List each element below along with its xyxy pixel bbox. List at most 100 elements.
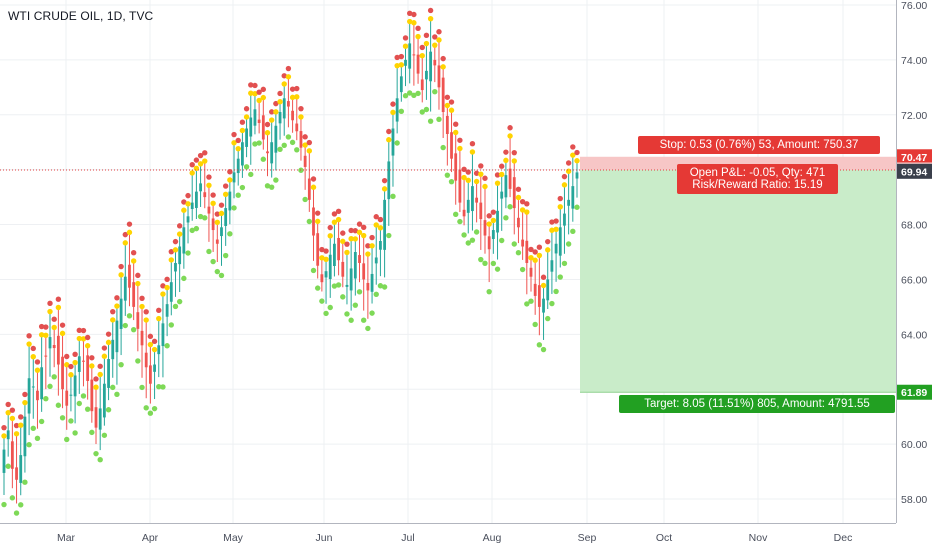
- dot-yellow: [352, 236, 359, 242]
- dot-red: [436, 29, 442, 35]
- dot-yellow: [511, 158, 517, 164]
- candle: [128, 264, 131, 288]
- candle: [303, 155, 307, 167]
- dot-green: [565, 241, 572, 247]
- dot-yellow: [197, 161, 204, 167]
- dot-green: [557, 274, 563, 280]
- candle: [228, 191, 232, 211]
- dot-red: [394, 54, 400, 61]
- dot-green: [72, 430, 78, 436]
- dot-red: [415, 25, 421, 32]
- dot-red: [38, 323, 45, 330]
- dot-yellow: [444, 102, 451, 109]
- candle: [220, 227, 223, 237]
- dot-yellow: [110, 317, 116, 323]
- dot-yellow: [536, 252, 543, 259]
- dot-red: [110, 308, 116, 315]
- candle: [399, 76, 403, 93]
- dot-yellow: [356, 229, 363, 236]
- dot-green: [532, 321, 538, 328]
- dot-red: [93, 376, 99, 382]
- dot-green: [553, 288, 559, 295]
- dot-green: [570, 228, 576, 235]
- y-tick-label: 76.00: [901, 0, 927, 12]
- dot-yellow: [156, 315, 162, 322]
- dot-red: [348, 227, 354, 234]
- dot-red: [114, 295, 120, 301]
- candle: [36, 390, 39, 401]
- dot-yellow: [9, 415, 16, 422]
- dot-yellow: [248, 90, 254, 96]
- candle: [571, 186, 575, 209]
- dot-red: [419, 44, 425, 51]
- candle: [437, 65, 441, 88]
- dot-green: [97, 457, 103, 463]
- dot-red: [335, 208, 342, 215]
- dot-yellow: [118, 272, 124, 278]
- dot-yellow: [494, 180, 501, 186]
- dot-green: [423, 106, 430, 113]
- dot-yellow: [348, 236, 354, 242]
- dot-green: [76, 400, 82, 407]
- candle: [215, 239, 219, 244]
- dot-red: [34, 359, 41, 365]
- candle: [395, 98, 399, 122]
- dot-green: [486, 288, 492, 295]
- dot-yellow: [557, 204, 563, 210]
- candle: [278, 112, 282, 124]
- dot-green: [281, 142, 287, 149]
- candle: [257, 119, 261, 124]
- dot-yellow: [260, 94, 267, 101]
- target-zone: [580, 169, 896, 393]
- dot-green: [252, 141, 258, 147]
- dot-red: [22, 391, 28, 398]
- candle: [542, 298, 545, 313]
- dot-red: [440, 55, 446, 62]
- candle: [508, 168, 512, 189]
- dot-green: [84, 406, 91, 412]
- dot-red: [427, 7, 434, 14]
- candle: [27, 378, 31, 414]
- candle: [458, 169, 462, 203]
- candle: [94, 407, 98, 428]
- dot-yellow: [302, 142, 308, 148]
- dot-green: [47, 383, 53, 390]
- candle: [491, 230, 495, 239]
- dot-yellow: [222, 191, 229, 197]
- dot-red: [294, 85, 300, 92]
- candle: [563, 213, 566, 226]
- candle: [136, 312, 140, 329]
- dot-red: [218, 202, 225, 208]
- dot-red: [390, 101, 396, 107]
- dot-red: [51, 316, 57, 322]
- x-tick-label: Sep: [578, 532, 597, 544]
- dot-yellow: [335, 216, 342, 223]
- dot-green: [264, 183, 271, 189]
- dot-green: [528, 298, 534, 304]
- dot-green: [135, 358, 141, 364]
- candle: [65, 390, 69, 406]
- dot-red: [189, 162, 195, 168]
- candle: [370, 273, 374, 292]
- dot-green: [294, 147, 300, 153]
- dot-yellow: [340, 238, 346, 245]
- candle: [383, 199, 387, 250]
- dot-green: [327, 304, 333, 311]
- candle: [521, 239, 525, 247]
- dot-red: [540, 274, 547, 280]
- dot-yellow: [482, 183, 488, 190]
- candle: [153, 364, 156, 372]
- dot-green: [448, 178, 455, 185]
- dot-yellow: [390, 109, 396, 116]
- candle: [98, 408, 102, 430]
- dot-green: [419, 109, 425, 115]
- dot-green: [369, 310, 375, 316]
- dot-yellow: [285, 74, 292, 80]
- dot-green: [302, 196, 308, 203]
- dot-green: [381, 284, 388, 290]
- dot-red: [285, 65, 292, 72]
- x-tick-label: May: [223, 532, 244, 544]
- candle: [270, 142, 274, 164]
